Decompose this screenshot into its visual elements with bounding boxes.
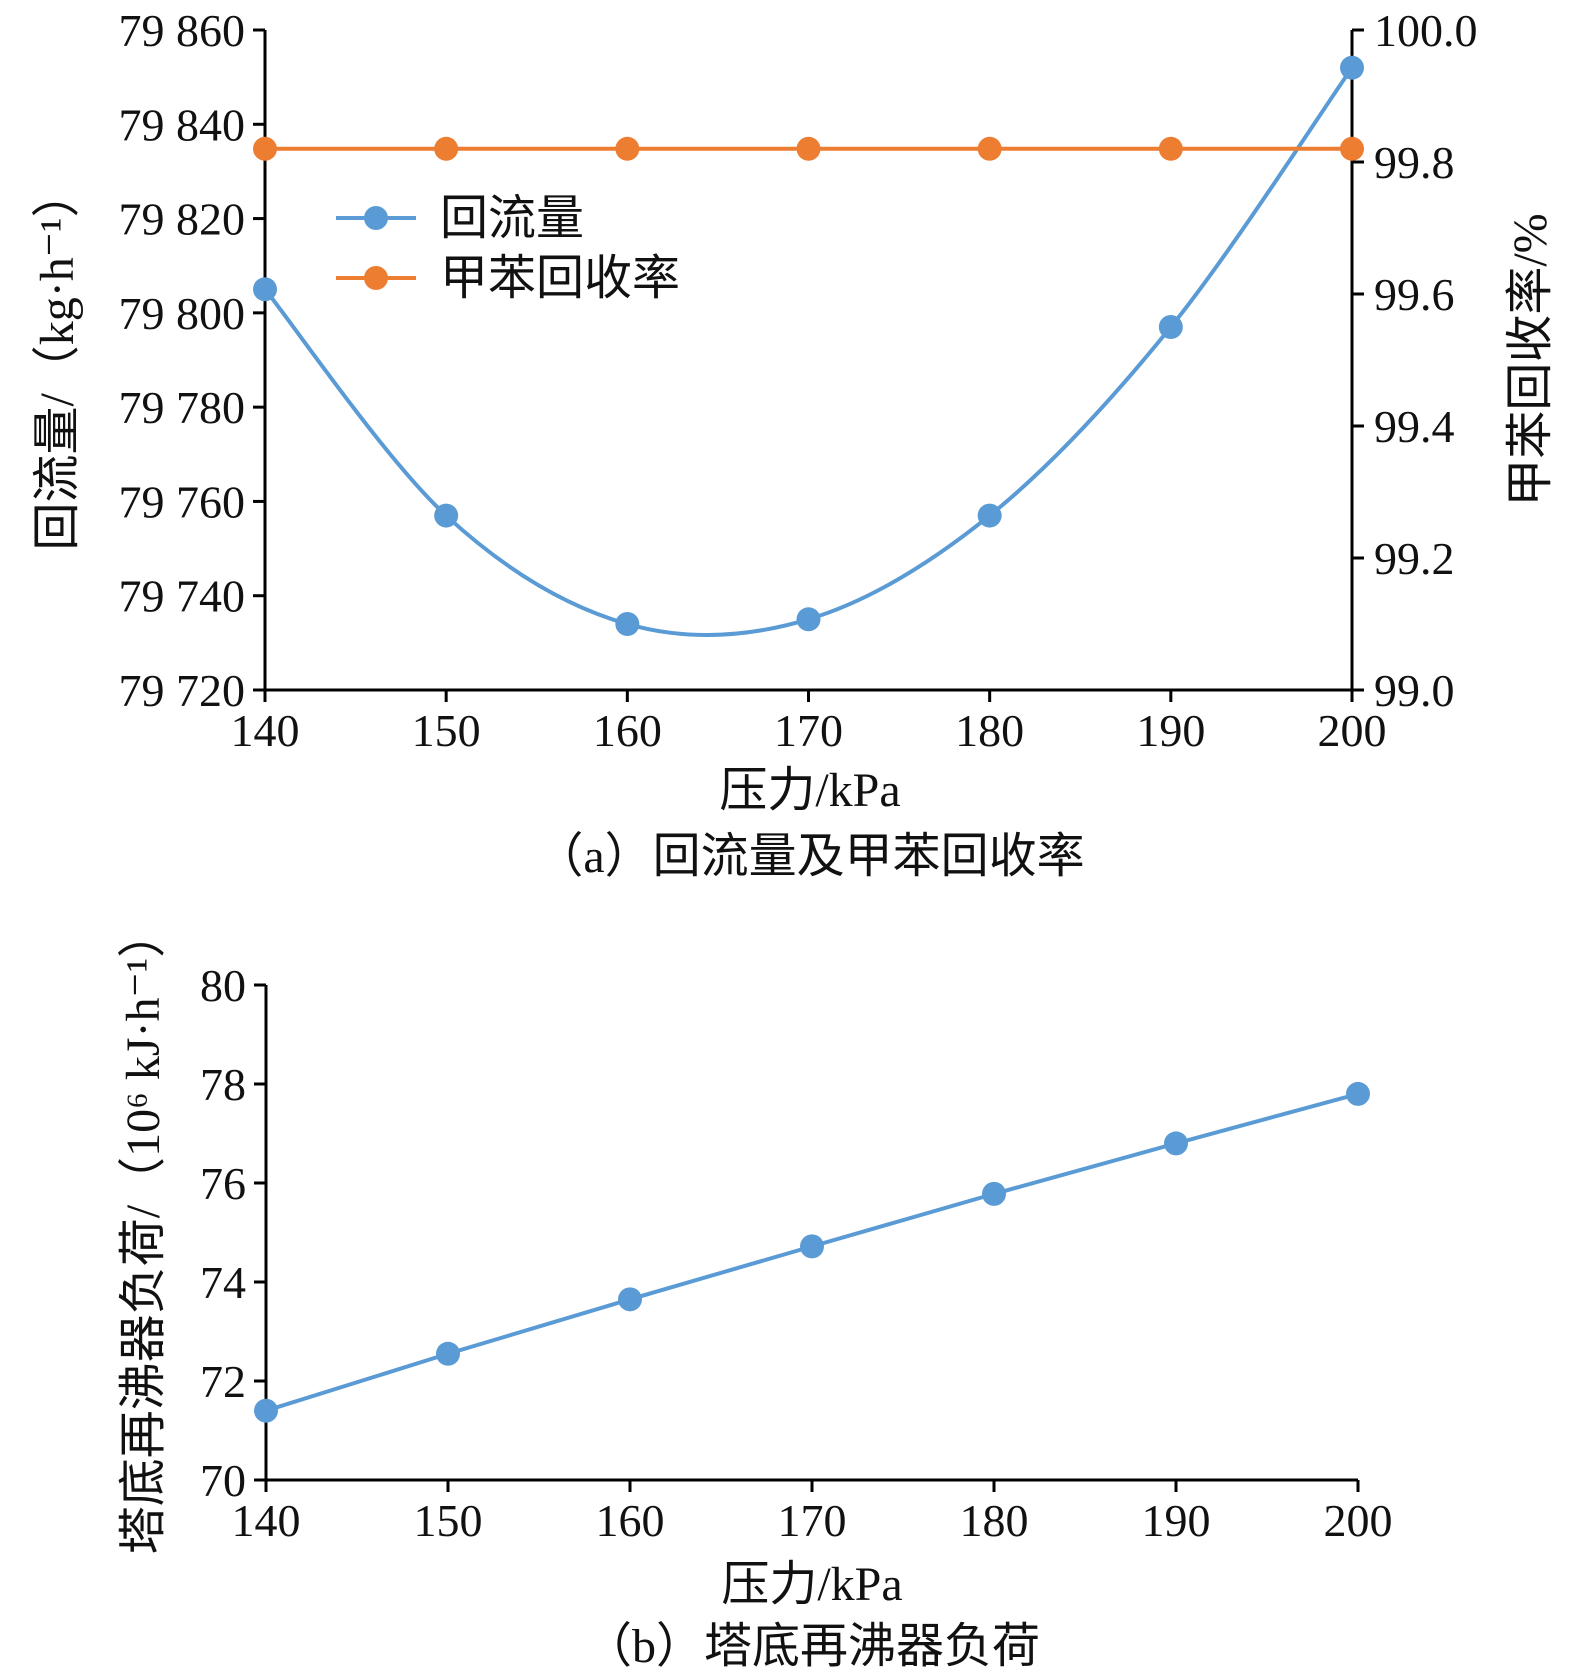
data-point xyxy=(800,1234,824,1259)
chart-b-y-ticks: 70 72 74 76 78 80 xyxy=(200,960,266,1506)
x-tick-label: 190 xyxy=(1136,705,1205,756)
data-point xyxy=(977,503,1002,528)
y2-tick-label: 99.0 xyxy=(1374,665,1455,716)
chart-a-x-ticks: 140 150 160 170 180 190 200 xyxy=(231,690,1387,756)
y2-tick-label: 99.4 xyxy=(1374,401,1455,452)
y-tick-label: 79 760 xyxy=(119,476,246,527)
data-point xyxy=(253,136,277,161)
chart-a-y2label: 甲苯回收率/% xyxy=(1504,213,1557,506)
x-tick-label: 170 xyxy=(778,1495,847,1546)
y-tick-label: 79 820 xyxy=(119,194,246,245)
y2-tick-label: 99.8 xyxy=(1374,137,1455,188)
data-point xyxy=(434,136,459,161)
chart-b: 140 150 160 170 180 190 200 70 72 74 76 78 80 塔底再沸器… xyxy=(117,910,1392,1673)
x-tick-label: 160 xyxy=(596,1495,665,1546)
chart-a-ylabel: 回流量/（kg·h⁻¹） xyxy=(31,169,84,550)
data-point xyxy=(434,503,459,528)
x-tick-label: 150 xyxy=(412,705,481,756)
legend-label-recovery: 甲苯回收率 xyxy=(440,252,680,305)
data-point xyxy=(977,136,1002,161)
y2-tick-label: 99.6 xyxy=(1374,269,1455,320)
legend-marker-refluxrate xyxy=(364,206,388,230)
x-tick-label: 200 xyxy=(1324,1495,1393,1546)
x-tick-label: 140 xyxy=(231,705,300,756)
data-point xyxy=(796,136,821,161)
chart-a-y-ticks: 79 720 79 740 79 760 79 780 79 800 79 820 79 8… xyxy=(119,5,265,716)
chart-a: 140 150 160 170 180 190 200 79 720 79 740 79 760… xyxy=(31,5,1557,883)
x-tick-label: 160 xyxy=(593,705,662,756)
y2-tick-label: 100.0 xyxy=(1374,5,1478,56)
chart-a-xlabel: 压力/kPa xyxy=(719,764,900,817)
y-tick-label: 76 xyxy=(200,1158,246,1209)
legend-label-refluxrate: 回流量 xyxy=(440,192,584,245)
y2-tick-label: 99.2 xyxy=(1374,533,1455,584)
y-tick-label: 79 800 xyxy=(119,288,246,339)
x-tick-label: 150 xyxy=(414,1495,483,1546)
chart-a-y2-ticks: 99.0 99.2 99.4 99.6 99.8 100.0 xyxy=(1352,5,1478,716)
y-tick-label: 78 xyxy=(200,1059,246,1110)
y-tick-label: 79 720 xyxy=(119,665,246,716)
y-tick-label: 70 xyxy=(200,1455,246,1506)
data-point xyxy=(1340,55,1364,80)
x-tick-label: 190 xyxy=(1142,1495,1211,1546)
x-tick-label: 140 xyxy=(232,1495,301,1546)
data-point xyxy=(1164,1131,1188,1156)
y-tick-label: 79 780 xyxy=(119,382,246,433)
data-point xyxy=(253,277,277,302)
data-point xyxy=(1158,136,1183,161)
data-point xyxy=(254,1398,278,1423)
x-tick-label: 200 xyxy=(1318,705,1387,756)
data-point xyxy=(982,1181,1006,1206)
data-point xyxy=(1340,136,1364,161)
data-point xyxy=(615,136,640,161)
x-tick-label: 180 xyxy=(960,1495,1029,1546)
y-tick-label: 72 xyxy=(200,1356,246,1407)
data-point xyxy=(1158,315,1183,339)
y-tick-label: 74 xyxy=(200,1257,246,1308)
chart-a-series xyxy=(253,55,1364,638)
data-point xyxy=(796,607,821,632)
legend-marker-recovery xyxy=(364,266,388,290)
chart-a-legend: 回流量 甲苯回收率 xyxy=(336,192,680,305)
chart-b-series xyxy=(254,1081,1370,1423)
y-tick-label: 80 xyxy=(200,960,246,1011)
x-tick-label: 170 xyxy=(774,705,843,756)
y-tick-label: 79 740 xyxy=(119,571,246,622)
chart-b-xlabel: 压力/kPa xyxy=(721,1558,902,1611)
data-point xyxy=(615,612,640,636)
y-tick-label: 79 860 xyxy=(119,5,246,56)
chart-b-x-ticks: 140 150 160 170 180 190 200 xyxy=(232,1480,1393,1546)
y-tick-label: 79 840 xyxy=(119,99,246,150)
x-tick-label: 180 xyxy=(955,705,1024,756)
chart-a-caption: （a）回流量及甲苯回收率 xyxy=(535,830,1084,883)
data-point xyxy=(618,1287,642,1312)
data-point xyxy=(436,1341,460,1366)
chart-b-ylabel: 塔底再沸器负荷/（10⁶ kJ·h⁻¹） xyxy=(117,910,170,1554)
data-point xyxy=(1346,1081,1370,1106)
chart-b-caption: （b）塔底再沸器负荷 xyxy=(584,1620,1040,1673)
